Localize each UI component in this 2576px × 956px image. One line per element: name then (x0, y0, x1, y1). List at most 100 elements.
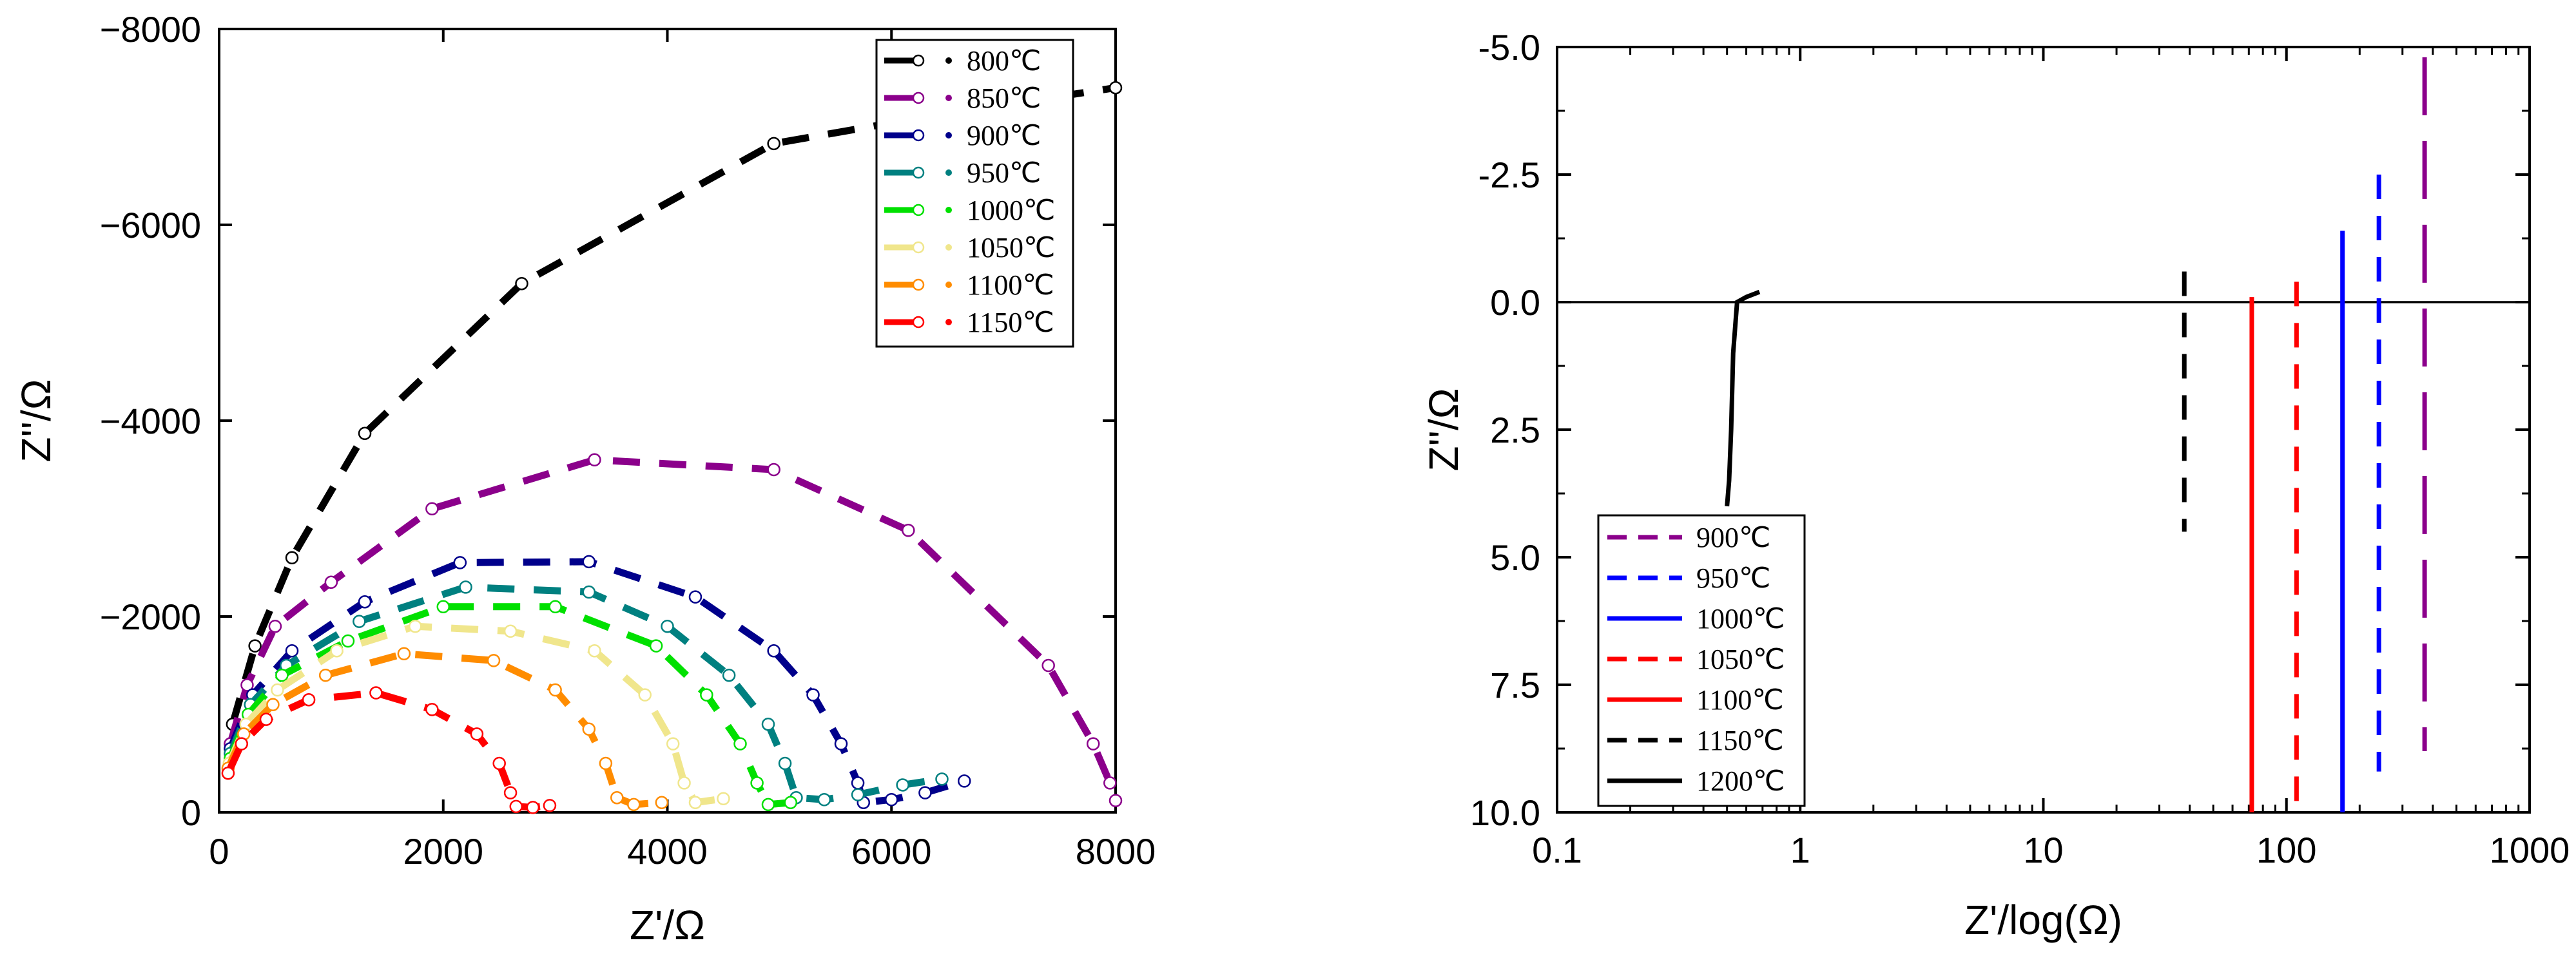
nyquist-data-point (851, 788, 865, 801)
nyquist-data-point (503, 624, 518, 638)
nyquist-data-point (582, 585, 596, 599)
nyquist-data-point (610, 790, 624, 805)
nyquist-y-axis-title: Z''/Ω (13, 379, 59, 462)
nyquist-data-point (302, 693, 316, 707)
nyquist-data-point (235, 737, 249, 750)
nyquist-legend-label: 850℃ (967, 82, 1041, 114)
nyquist-data-point (761, 798, 775, 812)
nyquist-y-tick-label: −2000 (100, 597, 201, 637)
log-legend-label: 1050℃ (1696, 644, 1785, 675)
log-x-tick-label: 0.1 (1532, 830, 1582, 870)
nyquist-data-point (885, 792, 898, 807)
nyquist-data-point (717, 792, 730, 805)
nyquist-x-tick-label: 0 (209, 831, 229, 872)
nyquist-legend-marker (912, 278, 925, 291)
nyquist-data-point (688, 590, 702, 604)
nyquist-legend-marker (912, 129, 925, 142)
nyquist-data-point (543, 799, 557, 812)
nyquist-data-point (896, 778, 909, 792)
nyquist-data-point (453, 556, 467, 569)
nyquist-data-point (330, 644, 344, 658)
nyquist-data-point (851, 776, 865, 790)
nyquist-data-point (548, 600, 562, 614)
nyquist-data-point (666, 737, 680, 750)
log-legend-label: 1150℃ (1696, 725, 1784, 756)
nyquist-data-point (275, 668, 289, 682)
nyquist-legend-marker (912, 91, 925, 104)
nyquist-data-point (487, 654, 501, 667)
nyquist-y-tick-label: −6000 (100, 205, 201, 245)
nyquist-data-point (834, 737, 848, 750)
nyquist-series-3 (224, 580, 949, 807)
nyquist-x-axis-title: Z'/Ω (630, 902, 705, 948)
nyquist-data-point (369, 686, 383, 700)
log-x-tick-label: 100 (2256, 830, 2316, 870)
nyquist-legend-marker (912, 166, 925, 179)
nyquist-data-point (425, 703, 439, 716)
log-y-tick-label: 0.0 (1490, 282, 1540, 323)
nyquist-legend-label: 1000℃ (967, 195, 1055, 226)
log-y-tick-label: 7.5 (1490, 665, 1540, 705)
log-legend-label: 1100℃ (1696, 684, 1784, 716)
nyquist-data-point (1086, 737, 1100, 750)
nyquist-data-point (767, 137, 780, 151)
nyquist-legend-dot (945, 282, 952, 288)
log-legend-label: 900℃ (1696, 522, 1770, 553)
nyquist-legend-dot (945, 132, 952, 139)
nyquist-series-line (227, 558, 965, 807)
nyquist-series-1 (224, 453, 1123, 808)
nyquist-data-point (436, 600, 450, 614)
nyquist-data-point (341, 634, 355, 648)
log-y-tick-label: 5.0 (1490, 537, 1540, 578)
log-legend-box (1597, 514, 1806, 807)
nyquist-data-point (248, 639, 262, 653)
nyquist-data-point (688, 796, 702, 810)
impedance-log-chart: 0.1 1 10 100 1000 -5.0 -2.5 0.0 2.5 5.0 7.5 10.0 Z'/… (1420, 27, 2570, 943)
nyquist-legend-dot (945, 95, 952, 101)
log-series-line-6 (1725, 289, 1761, 507)
nyquist-data-point (509, 799, 523, 814)
nyquist-data-point (588, 644, 601, 658)
nyquist-data-point (599, 756, 613, 770)
nyquist-data-point (285, 644, 299, 658)
nyquist-data-point (503, 786, 518, 799)
log-y-tick-label: -5.0 (1478, 27, 1541, 68)
nyquist-data-point (324, 575, 338, 589)
nyquist-legend-marker (912, 204, 925, 216)
nyquist-data-point (649, 639, 663, 653)
nyquist-data-point (409, 619, 422, 633)
log-y-tick-label: 10.0 (1470, 792, 1540, 833)
nyquist-data-point (548, 683, 562, 697)
nyquist-data-point (750, 776, 764, 790)
nyquist-x-tick-label: 8000 (1076, 831, 1156, 872)
nyquist-data-point (492, 756, 506, 770)
nyquist-chart: 0 2000 4000 6000 8000 0 −2000 −4000 −6000 −8000 Z'… (13, 9, 1156, 948)
nyquist-data-point (902, 523, 915, 537)
nyquist-legend-label: 800℃ (967, 45, 1041, 77)
nyquist-data-point (722, 668, 736, 682)
nyquist-legend-label: 1150℃ (967, 307, 1054, 338)
nyquist-data-point (817, 792, 831, 807)
log-x-tick-label: 1 (1790, 830, 1810, 870)
nyquist-data-point (767, 644, 780, 658)
nyquist-legend-dot (945, 207, 952, 213)
nyquist-data-point (318, 668, 333, 682)
nyquist-data-point (240, 678, 254, 692)
nyquist-y-tick-label: −8000 (100, 9, 201, 50)
log-y-tick-label: -2.5 (1478, 155, 1541, 195)
nyquist-data-point (1109, 81, 1123, 95)
nyquist-data-point (582, 555, 596, 569)
nyquist-data-point (271, 683, 284, 697)
nyquist-data-point (221, 766, 235, 780)
nyquist-data-point (767, 463, 780, 477)
nyquist-series-line (227, 456, 1119, 802)
nyquist-data-point (285, 551, 299, 565)
nyquist-data-point (515, 276, 528, 291)
log-x-tick-label: 1000 (2490, 830, 2570, 870)
nyquist-data-point (733, 737, 747, 750)
nyquist-data-point (638, 688, 652, 702)
nyquist-data-point (677, 776, 691, 790)
nyquist-x-tick-label: 6000 (851, 831, 932, 872)
nyquist-data-point (784, 796, 798, 810)
